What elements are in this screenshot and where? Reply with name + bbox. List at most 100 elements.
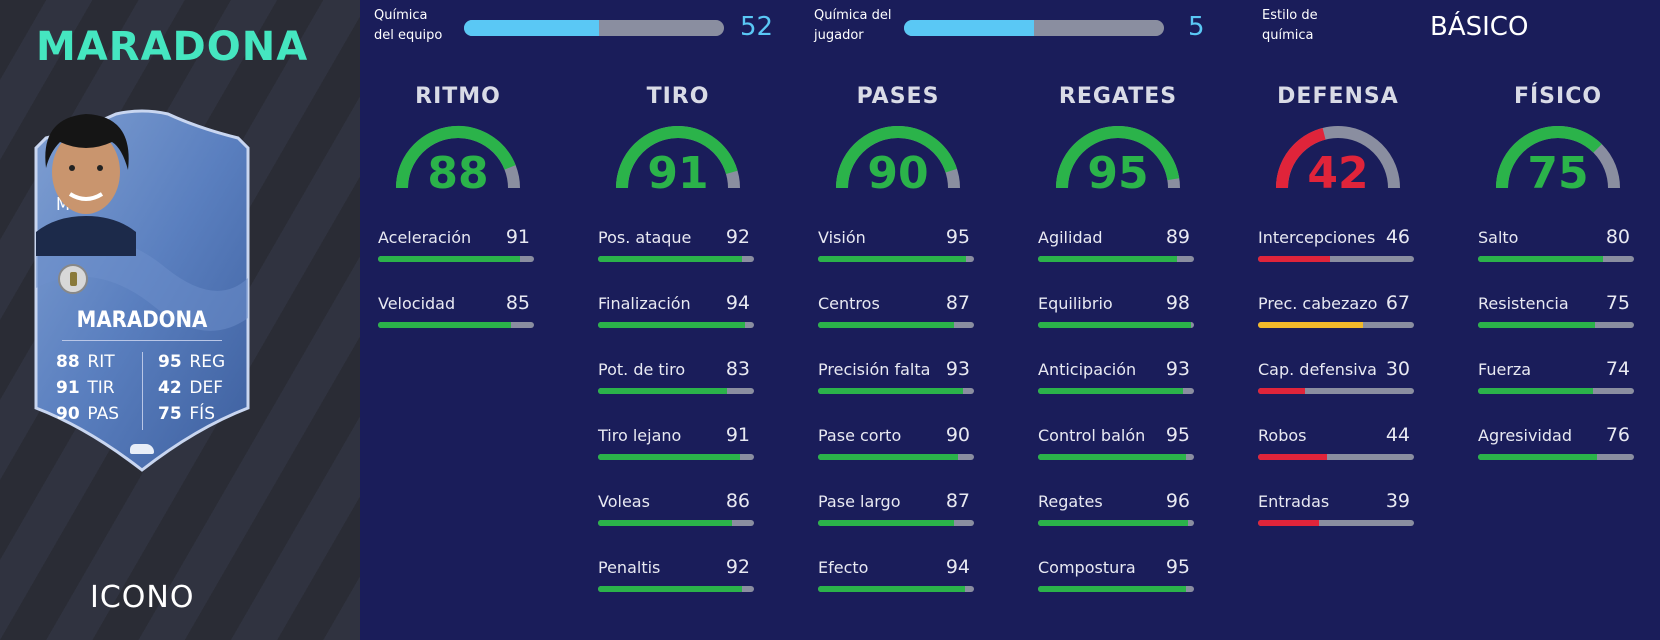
stat-label: Finalización	[598, 294, 691, 313]
stat-value: 83	[725, 358, 750, 380]
player-card[interactable]: 95 MCO MARADONA 88 RIT 91 TIR 90 PAS 95 …	[26, 108, 258, 474]
stat-label: Centros	[818, 294, 880, 313]
stat-bar-fill	[1258, 520, 1319, 526]
stat-row: Control balón 95	[1038, 424, 1194, 466]
stat-bar-fill	[818, 256, 967, 262]
stat-bar	[818, 322, 974, 328]
stat-bar-fill	[1258, 454, 1327, 460]
stat-bar-fill	[1478, 322, 1595, 328]
stat-label: Pase corto	[818, 426, 902, 445]
stat-bar	[1258, 322, 1414, 328]
gauge-fill	[396, 126, 516, 189]
stat-row: Pot. de tiro 83	[598, 358, 754, 400]
card-type-label: ICONO	[90, 580, 195, 615]
category-gauge	[616, 126, 740, 189]
stat-bar	[1478, 256, 1634, 262]
stat-bar-fill	[818, 454, 959, 460]
player-name: MARADONA	[36, 24, 309, 70]
stat-row: Visión 95	[818, 226, 974, 268]
icon-badge-icon	[58, 264, 88, 294]
stat-bar	[598, 586, 754, 592]
stat-value: 98	[1165, 292, 1190, 314]
stat-bar	[1038, 388, 1194, 394]
stat-bar-fill	[598, 322, 745, 328]
stat-row: Prec. cabezazo 67	[1258, 292, 1414, 334]
player-panel: MARADONA 95 MCO	[0, 0, 360, 640]
card-stat: 95 REG	[158, 352, 226, 372]
stat-bar-fill	[378, 256, 520, 262]
card-stat: 90 PAS	[56, 404, 119, 424]
stat-label: Control balón	[1038, 426, 1146, 445]
stat-bar-fill	[818, 586, 965, 592]
boot-icon	[130, 444, 154, 454]
stat-bar-fill	[378, 322, 511, 328]
stat-bar	[1038, 520, 1194, 526]
player-portrait-icon	[36, 114, 136, 256]
stat-bar-fill	[1038, 454, 1187, 460]
stat-value: 92	[725, 556, 750, 578]
stat-bar	[1038, 454, 1194, 460]
category-title: RITMO	[415, 84, 501, 109]
stat-row: Voleas 86	[598, 490, 754, 532]
stat-bar	[818, 454, 974, 460]
card-divider-vertical	[142, 352, 143, 430]
stat-value: 75	[1605, 292, 1630, 314]
stat-label: Visión	[818, 228, 866, 247]
stat-bar-fill	[1258, 388, 1305, 394]
stat-value: 44	[1385, 424, 1410, 446]
stat-value: 85	[505, 292, 530, 314]
category-gauge	[1056, 126, 1180, 189]
team-chemistry-fill	[464, 20, 600, 36]
stat-row: Precisión falta 93	[818, 358, 974, 400]
stat-bar	[1478, 388, 1634, 394]
stat-row: Pase corto 90	[818, 424, 974, 466]
stat-bar	[598, 454, 754, 460]
stat-row: Salto 80	[1478, 226, 1634, 268]
stat-bar-fill	[598, 520, 733, 526]
stat-label: Agilidad	[1038, 228, 1103, 247]
category-title: FÍSICO	[1513, 84, 1603, 109]
stat-value: 96	[1165, 490, 1190, 512]
stat-row: Compostura 95	[1038, 556, 1194, 598]
stat-bar-fill	[1038, 322, 1191, 328]
stat-bar-fill	[598, 388, 728, 394]
stat-value: 67	[1385, 292, 1410, 314]
stat-label: Tiro lejano	[598, 426, 682, 445]
stat-label: Voleas	[598, 492, 650, 511]
category-title: PASES	[856, 84, 940, 109]
player-chemistry-label: Química del jugador	[814, 8, 892, 43]
stat-bar	[1258, 520, 1414, 526]
stat-row: Pos. ataque 92	[598, 226, 754, 268]
stat-bar	[818, 520, 974, 526]
stat-label: Agresividad	[1478, 426, 1572, 445]
category-title: REGATES	[1058, 84, 1178, 109]
stat-row: Velocidad 85	[378, 292, 534, 334]
stat-bar-fill	[598, 454, 740, 460]
stat-value: 94	[725, 292, 750, 314]
stat-label: Entradas	[1258, 492, 1330, 511]
stat-bar-fill	[1478, 454, 1597, 460]
gauge-fill	[1276, 127, 1326, 189]
chemistry-style-value[interactable]: BÁSICO	[1430, 12, 1529, 42]
stat-label: Velocidad	[378, 294, 456, 313]
stat-bar	[1038, 322, 1194, 328]
stat-label: Fuerza	[1478, 360, 1532, 379]
stat-bar	[378, 322, 534, 328]
stat-label: Penaltis	[598, 558, 661, 577]
stat-row: Regates 96	[1038, 490, 1194, 532]
stat-label: Salto	[1478, 228, 1519, 247]
stat-bar-fill	[818, 322, 954, 328]
stat-value: 95	[1165, 424, 1190, 446]
stat-value: 76	[1605, 424, 1630, 446]
stat-bar	[1038, 586, 1194, 592]
stat-label: Prec. cabezazo	[1258, 294, 1378, 313]
stat-bar	[598, 520, 754, 526]
stat-label: Cap. defensiva	[1258, 360, 1377, 379]
stat-row: Entradas 39	[1258, 490, 1414, 532]
player-chemistry-fill	[904, 20, 1034, 36]
stat-label: Aceleración	[378, 228, 472, 247]
stat-label: Pos. ataque	[598, 228, 692, 247]
stat-row: Agresividad 76	[1478, 424, 1634, 466]
stat-value: 95	[945, 226, 970, 248]
